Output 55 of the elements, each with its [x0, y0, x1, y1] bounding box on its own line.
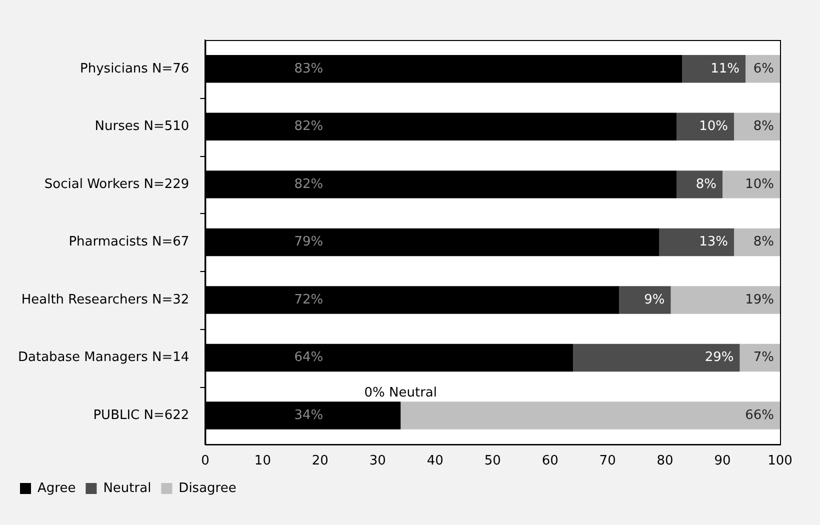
- data-label: 10%: [699, 119, 728, 134]
- data-label: 82%: [294, 176, 324, 192]
- data-label: 10%: [745, 176, 774, 192]
- data-label: 79%: [294, 234, 324, 250]
- y-tick-label: Health Researchers N=32: [21, 292, 190, 308]
- bar: [400, 402, 780, 430]
- x-tick-label: 60: [542, 454, 558, 469]
- bar: [659, 228, 734, 256]
- x-tick-label: 80: [656, 454, 674, 469]
- data-label: 19%: [745, 292, 774, 308]
- data-label: 7%: [753, 350, 774, 366]
- y-tick-label: PUBLIC N=622: [93, 408, 190, 423]
- data-label: 6%: [753, 61, 774, 76]
- x-tick-label: 20: [312, 454, 328, 469]
- legend-label: Neutral: [103, 480, 152, 496]
- bar: [573, 344, 740, 372]
- bar: [740, 344, 780, 372]
- x-tick-label: 70: [599, 454, 616, 469]
- bar: [676, 112, 734, 141]
- x-tick-label: 50: [484, 454, 501, 469]
- annotation: 0% Neutral: [364, 386, 438, 401]
- bar: [746, 55, 780, 83]
- data-label: 9%: [644, 292, 665, 308]
- data-label: 83%: [294, 61, 324, 76]
- x-tick-label: 40: [426, 454, 444, 469]
- data-label: 66%: [745, 408, 774, 423]
- bar: [676, 170, 723, 198]
- x-tick-label: 90: [714, 454, 731, 469]
- x-tick-label: 30: [369, 454, 386, 469]
- x-tick-label: 10: [254, 454, 271, 469]
- data-label: 34%: [294, 408, 324, 423]
- bar: [722, 170, 780, 198]
- legend-label: Agree: [38, 480, 76, 496]
- y-tick-label: Pharmacists N=67: [68, 234, 190, 250]
- data-label: 64%: [294, 350, 324, 366]
- x-tick-label: 100: [768, 454, 792, 469]
- y-tick-label: Social Workers N=229: [44, 176, 190, 192]
- data-label: 11%: [710, 61, 740, 76]
- bar: [682, 55, 746, 83]
- data-label: 8%: [753, 119, 774, 134]
- data-label: 82%: [294, 119, 324, 134]
- bar: [670, 286, 780, 314]
- data-label: 8%: [696, 176, 717, 192]
- bar: [734, 112, 780, 141]
- data-label: 29%: [704, 350, 734, 366]
- y-tick-label: Physicians N=76: [80, 61, 190, 76]
- data-label: 13%: [699, 234, 728, 250]
- bar: [734, 228, 780, 256]
- y-tick-label: Database Managers N=14: [18, 350, 190, 366]
- legend-label: Disagree: [178, 480, 236, 496]
- y-tick-label: Nurses N=510: [94, 119, 190, 134]
- bar: [619, 286, 671, 314]
- data-label: 8%: [753, 234, 774, 250]
- x-tick-label: 0: [201, 454, 210, 469]
- data-label: 72%: [294, 292, 324, 308]
